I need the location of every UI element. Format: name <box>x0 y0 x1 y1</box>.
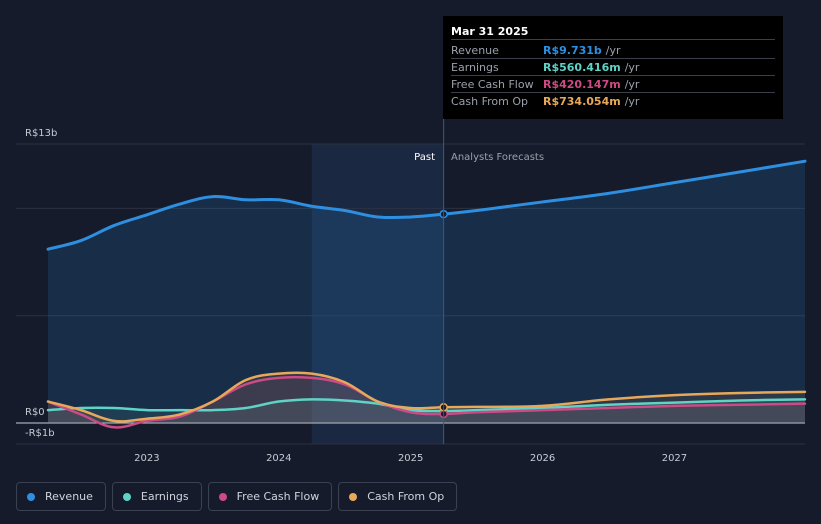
forecast-section-label: Analysts Forecasts <box>451 152 544 163</box>
y-axis-tick-label: R$0 <box>25 407 45 418</box>
tooltip-value: R$420.147m <box>543 78 621 91</box>
legend-label: Cash From Op <box>367 490 445 503</box>
legend-item-earnings[interactable]: Earnings <box>111 482 202 511</box>
past-region-band <box>311 144 444 444</box>
tooltip-label: Revenue <box>451 44 499 57</box>
tooltip-unit: /yr <box>605 44 621 57</box>
free-cash-flow-area <box>48 377 805 428</box>
tooltip-row-earnings: Earnings R$560.416m /yr <box>451 59 775 76</box>
tooltip-label: Free Cash Flow <box>451 78 534 91</box>
tooltip-label: Earnings <box>451 61 499 74</box>
x-axis-tick-label: 2023 <box>134 453 159 464</box>
legend-label: Revenue <box>45 490 93 503</box>
revenue-area <box>48 161 805 423</box>
legend-label: Free Cash Flow <box>236 490 320 503</box>
revenue-line <box>46 159 807 251</box>
tooltip-label: Cash From Op <box>451 95 529 108</box>
legend-item-revenue[interactable]: Revenue <box>16 482 106 511</box>
tooltip-unit: /yr <box>624 95 640 108</box>
chart-legend: Revenue Earnings Free Cash Flow Cash Fro… <box>16 482 458 511</box>
legend-dot-icon <box>122 492 131 501</box>
x-axis-tick-label: 2027 <box>662 453 687 464</box>
tooltip-row-revenue: Revenue R$9.731b /yr <box>451 42 775 59</box>
past-section-label: Past <box>414 152 435 163</box>
tooltip-unit: /yr <box>624 61 640 74</box>
cash-from-op-line <box>46 371 807 423</box>
tooltip-unit: /yr <box>624 78 640 91</box>
tooltip-row-free-cash-flow: Free Cash Flow R$420.147m /yr <box>451 76 775 93</box>
tooltip-value: R$9.731b <box>543 44 602 57</box>
tooltip-date: Mar 31 2025 <box>451 23 775 40</box>
tooltip-value: R$734.054m <box>543 95 621 108</box>
free-cash-flow-line <box>46 375 807 429</box>
tooltip-row-cash-from-op: Cash From Op R$734.054m /yr <box>451 93 775 110</box>
legend-dot-icon <box>218 492 227 501</box>
legend-label: Earnings <box>140 490 189 503</box>
y-axis-tick-label: -R$1b <box>25 428 55 439</box>
y-axis-tick-label: R$13b <box>25 128 57 139</box>
legend-dot-icon <box>349 492 358 501</box>
x-axis-tick-label: 2024 <box>266 453 291 464</box>
legend-dot-icon <box>27 492 35 501</box>
data-tooltip: Mar 31 2025 Revenue R$9.731b /yr Earning… <box>443 16 783 119</box>
tooltip-value: R$560.416m <box>543 61 621 74</box>
x-axis-tick-label: 2026 <box>530 453 555 464</box>
earnings-line <box>46 398 807 413</box>
chart-canvas: R$13b R$0 -R$1b 2023 2024 2025 2026 2027 Past A… <box>16 119 807 464</box>
legend-item-cash-from-op[interactable]: Cash From Op <box>338 482 458 511</box>
x-axis-tick-label: 2025 <box>398 453 423 464</box>
legend-item-free-cash-flow[interactable]: Free Cash Flow <box>207 482 333 511</box>
